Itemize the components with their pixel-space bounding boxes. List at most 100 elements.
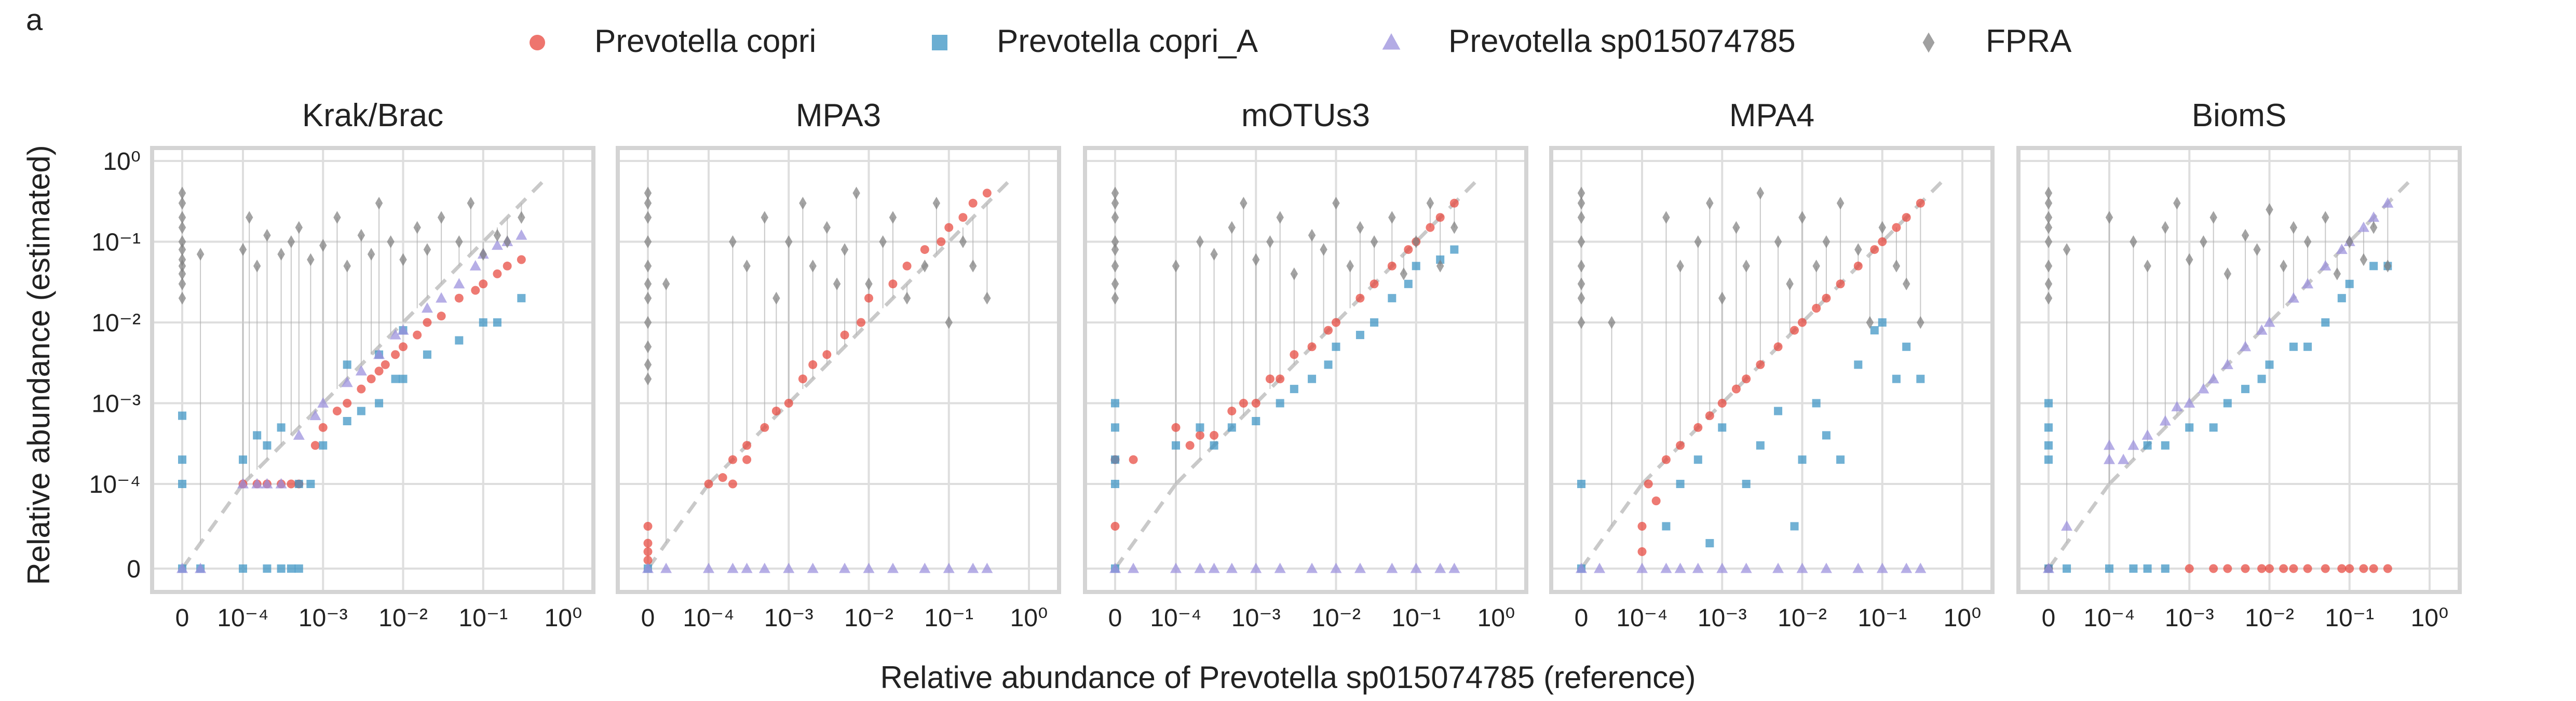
panel-mpa3-prevotella-sp015074785-point <box>863 562 875 573</box>
panel-krak-brac-fpra-point <box>343 259 351 273</box>
panel-mpa4-prevotella-copri-point <box>1661 455 1671 464</box>
panel-krak-brac-prevotella-copri-point <box>399 342 408 352</box>
panel-mpa3-prevotella-copri-point <box>643 538 653 548</box>
panel-krak-brac-prevotella-copri-a-point <box>178 411 186 420</box>
panel-mpa4-prevotella-copri-point <box>1853 261 1863 271</box>
panel-mpa3-prevotella-copri-point <box>958 213 968 222</box>
panel-krak-brac-prevotella-copri-point <box>493 269 502 278</box>
panel-bioms-prevotella-copri-a-point <box>2265 360 2274 369</box>
panel-bioms-xtick-label: 10⁻² <box>2245 604 2294 632</box>
panel-bioms-prevotella-copri-point <box>2209 564 2218 573</box>
panel-bioms-prevotella-copri-a-point <box>2129 564 2138 573</box>
panel-krak-brac-prevotella-sp015074785-point <box>317 397 329 408</box>
panel-krak-brac-prevotella-copri-a-point <box>343 416 351 425</box>
legend-fpra-label: FPRA <box>1986 23 2072 59</box>
panel-krak-brac-fpra-point <box>375 196 383 210</box>
panel-bioms-prevotella-sp015074785-point <box>2221 358 2233 369</box>
panel-mpa3-prevotella-sp015074785-point <box>839 562 851 573</box>
panel-motus3-prevotella-copri-point <box>1195 430 1204 440</box>
legend-prevotella-copri-label: Prevotella copri <box>594 23 816 59</box>
panel-krak-brac-prevotella-copri-point <box>332 407 342 416</box>
panel-mpa3-prevotella-copri-point <box>643 522 653 531</box>
panel-motus3-prevotella-copri-point <box>1370 279 1379 289</box>
panel-bioms-prevotella-copri-a-point <box>2209 423 2218 432</box>
panel-mpa4-prevotella-sp015074785-point <box>1820 562 1832 573</box>
panel-krak-brac-prevotella-copri-a-point <box>319 441 328 450</box>
panel-motus3-prevotella-copri-point <box>1449 198 1459 208</box>
panel-bioms-prevotella-copri-a-point <box>2044 423 2053 432</box>
panel-krak-brac-fpra-point <box>367 248 375 261</box>
panel-bioms-xtick-label: 10⁻³ <box>2165 604 2214 632</box>
panel-mpa3-prevotella-sp015074785-point <box>887 562 899 573</box>
panel-krak-brac-fpra-point <box>178 186 186 200</box>
panel-krak-brac-prevotella-copri-a-point <box>306 480 315 488</box>
panel-mpa4-prevotella-copri-point <box>1798 318 1807 327</box>
panel-mpa3-fpra-point <box>743 259 751 273</box>
panel-krak-brac-fpra-point <box>387 235 395 248</box>
panel-krak-brac-fpra-point <box>178 291 186 305</box>
legend: Prevotella copri Prevotella copri_A Prevot… <box>530 23 2072 59</box>
panel-motus3-prevotella-copri-point <box>1265 374 1275 384</box>
panel-mpa4-prevotella-copri-point <box>1822 293 1831 303</box>
panel-krak-brac-prevotella-sp015074785-point <box>421 302 433 313</box>
panel-krak-brac-fpra-point <box>178 243 186 256</box>
panel-bioms-prevotella-copri-point <box>2383 564 2392 573</box>
panel-bioms-frame <box>2016 146 2462 594</box>
panel-krak-brac-prevotella-copri-a-point <box>375 399 384 408</box>
panel-bioms-fpra-point <box>2063 243 2071 256</box>
panel-motus3-prevotella-sp015074785-point <box>1354 562 1366 573</box>
panel-bioms-fpra-point <box>2241 228 2249 242</box>
panel-mpa4-fpra-point <box>1822 235 1831 248</box>
panel-krak-brac-prevotella-copri-a-point <box>423 350 431 359</box>
panel-bioms-fpra-point <box>2044 196 2053 210</box>
panel-mpa4-prevotella-sp015074785-point <box>1674 562 1686 573</box>
panel-motus3: mOTUs3 0 10⁻⁴ 10⁻³ 10⁻² 10⁻¹ 10⁰ <box>1083 98 1528 632</box>
panel-bioms-prevotella-copri-a-point <box>2143 441 2152 450</box>
panel-motus3-prevotella-copri-a-point <box>1111 399 1119 408</box>
panel-bioms-prevotella-sp015074785-point <box>2103 439 2116 450</box>
panel-bioms-prevotella-sp015074785-point <box>2061 520 2073 531</box>
legend-fpra-marker <box>1922 32 1935 53</box>
panel-mpa4-fpra-point <box>1577 316 1585 329</box>
panel-krak-brac-prevotella-copri-a-point <box>178 480 186 488</box>
panel-krak-brac-fpra-point <box>319 239 327 252</box>
panel-bioms-fpra-point <box>2044 277 2053 291</box>
panel-bioms-fpra-point <box>2303 235 2312 248</box>
panel-bioms-prevotella-copri-a-point <box>2321 318 2330 327</box>
panel-krak-brac-prevotella-copri-a-point <box>399 374 408 383</box>
panel-krak-brac-prevotella-copri-a-point <box>263 441 272 450</box>
panel-mpa4-prevotella-copri-a-point <box>1812 399 1821 408</box>
panel-mpa3-title: MPA3 <box>796 98 881 133</box>
panel-mpa4-prevotella-sp015074785-point <box>1901 562 1913 573</box>
panel-mpa3-fpra-point <box>799 196 807 210</box>
panel-mpa3-prevotella-copri-point <box>840 330 849 340</box>
panel-mpa3-prevotella-sp015074785-point <box>741 562 753 573</box>
panel-bioms-fpra-point <box>2253 243 2261 256</box>
panel-motus3-fpra-point <box>1111 196 1119 210</box>
panel-krak-brac-prevotella-copri-point <box>381 360 390 369</box>
panel-bioms-xtick-label: 10⁰ <box>2411 604 2449 632</box>
panel-mpa3-xtick-label: 10⁰ <box>1010 604 1048 632</box>
panel-krak-brac-prevotella-sp015074785-point <box>341 376 353 387</box>
panel-motus3-fpra-point <box>1111 277 1119 291</box>
panel-mpa3-fpra-point <box>903 291 911 305</box>
panel-mpa3-prevotella-sp015074785-point <box>758 562 770 573</box>
panel-mpa3-prevotella-copri-point <box>771 407 781 416</box>
panel-bioms-prevotella-copri-a-point <box>2143 564 2152 573</box>
panel-motus3-fpra-point <box>1210 248 1218 261</box>
panel-krak-brac-xtick-label: 10⁻¹ <box>458 604 508 632</box>
panel-mpa3-fpra-point <box>921 259 929 273</box>
panel-motus3-prevotella-copri-a-point <box>1290 385 1298 394</box>
panel-bioms-prevotella-sp015074785-point <box>2320 260 2331 271</box>
panel-bioms-fpra-point <box>2144 259 2151 273</box>
panel-bioms-fpra-point <box>2289 221 2298 234</box>
panel-krak-brac-fpra-point <box>413 221 421 234</box>
panel-bioms-prevotella-sp015074785-point <box>2336 244 2348 254</box>
panel-motus3-prevotella-sp015074785-point <box>1410 562 1422 573</box>
panel-motus3-prevotella-copri-point <box>1239 399 1248 408</box>
panel-mpa4-fpra-point <box>1577 211 1585 224</box>
panel-mpa3: MPA3 0 10⁻⁴ 10⁻³ 10⁻² 10⁻¹ 10⁰ <box>616 98 1061 632</box>
panel-mpa3-prevotella-copri-point <box>728 479 737 489</box>
panel-mpa3-fpra-point <box>865 277 873 291</box>
panel-bioms-prevotella-copri-point <box>2321 564 2330 573</box>
